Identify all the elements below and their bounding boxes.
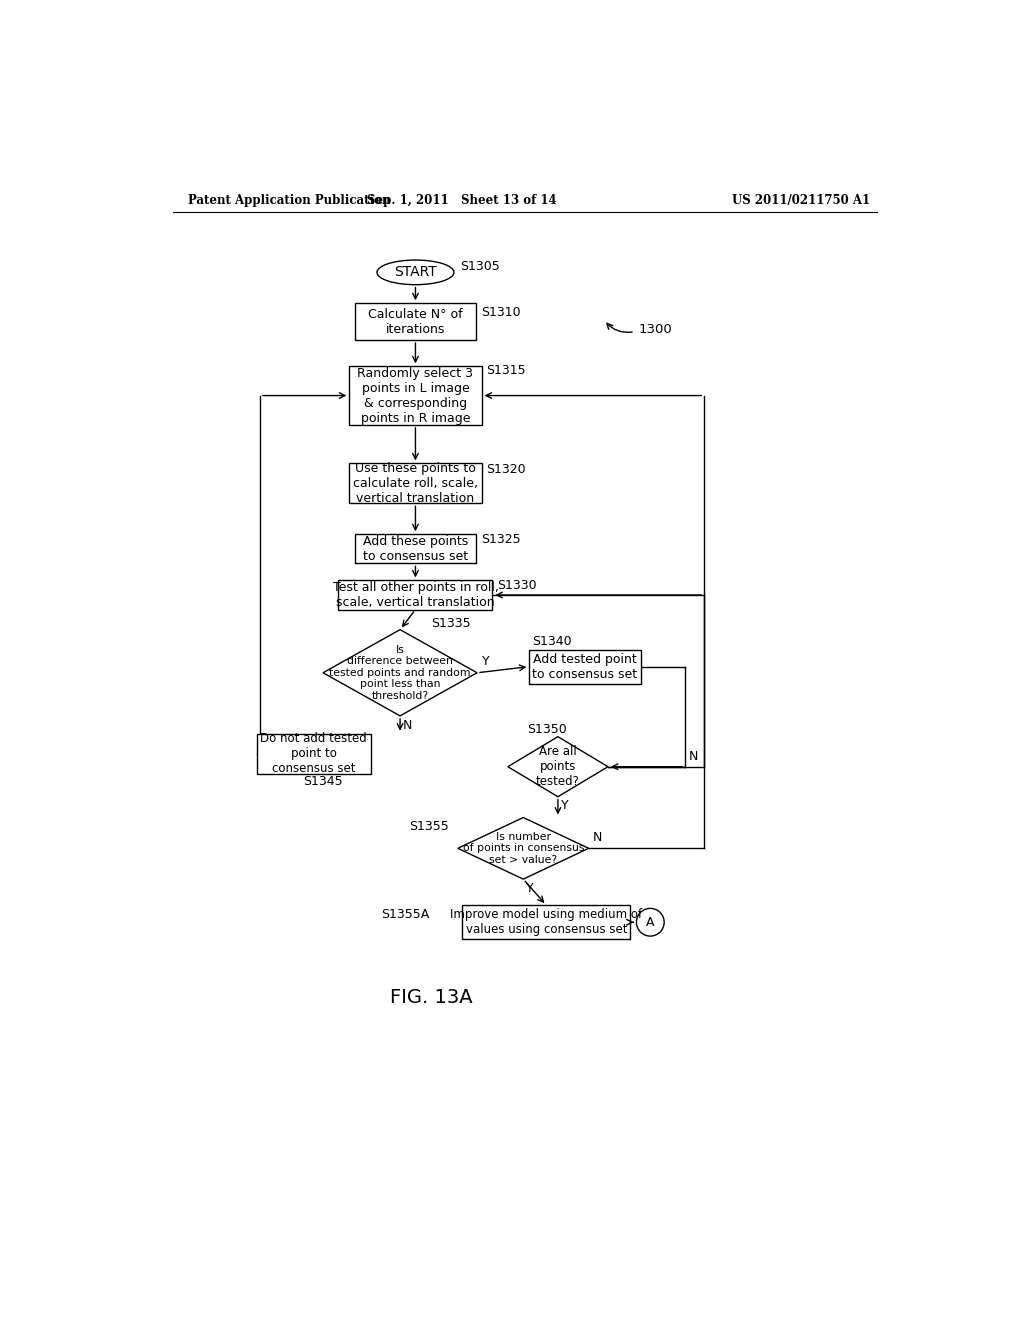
FancyBboxPatch shape (463, 906, 631, 940)
Text: Add tested point
to consensus set: Add tested point to consensus set (532, 652, 637, 681)
Text: Sep. 1, 2011   Sheet 13 of 14: Sep. 1, 2011 Sheet 13 of 14 (367, 194, 556, 207)
Text: Randomly select 3
points in L image
& corresponding
points in R image: Randomly select 3 points in L image & co… (357, 367, 473, 425)
Text: Improve model using medium of
values using consensus set: Improve model using medium of values usi… (451, 908, 642, 936)
Text: A: A (646, 916, 654, 929)
Text: S1320: S1320 (486, 463, 526, 477)
Text: N: N (593, 832, 602, 845)
Text: S1345: S1345 (303, 775, 343, 788)
Text: Is
difference between
tested points and random
point less than
threshold?: Is difference between tested points and … (330, 644, 471, 701)
Text: Do not add tested
point to
consensus set: Do not add tested point to consensus set (260, 733, 368, 775)
FancyBboxPatch shape (349, 367, 481, 425)
Text: Add these points
to consensus set: Add these points to consensus set (362, 535, 468, 562)
Text: S1315: S1315 (486, 364, 526, 378)
Ellipse shape (377, 260, 454, 285)
Text: S1335: S1335 (431, 616, 470, 630)
Text: S1310: S1310 (481, 306, 520, 319)
Polygon shape (508, 737, 608, 797)
Text: Y: Y (526, 882, 534, 895)
Text: Use these points to
calculate roll, scale,
vertical translation: Use these points to calculate roll, scal… (353, 462, 478, 504)
Text: S1355: S1355 (410, 820, 450, 833)
Text: Patent Application Publication: Patent Application Publication (188, 194, 391, 207)
Text: Test all other points in roll,
scale, vertical translation: Test all other points in roll, scale, ve… (333, 581, 499, 609)
Text: Calculate N° of
iterations: Calculate N° of iterations (369, 308, 463, 335)
Text: 1300: 1300 (639, 323, 673, 335)
Text: S1340: S1340 (532, 635, 572, 648)
Text: FIG. 13A: FIG. 13A (389, 989, 472, 1007)
Text: START: START (394, 265, 437, 280)
FancyBboxPatch shape (354, 535, 476, 564)
FancyBboxPatch shape (257, 734, 371, 774)
Text: Y: Y (561, 799, 568, 812)
Polygon shape (323, 630, 477, 715)
Polygon shape (458, 817, 589, 879)
FancyBboxPatch shape (339, 581, 493, 610)
Circle shape (637, 908, 665, 936)
FancyBboxPatch shape (354, 304, 476, 341)
Text: S1305: S1305 (460, 260, 500, 273)
FancyBboxPatch shape (349, 463, 481, 503)
Text: S1330: S1330 (497, 579, 537, 593)
Text: US 2011/0211750 A1: US 2011/0211750 A1 (731, 194, 869, 207)
Text: N: N (689, 750, 698, 763)
Text: S1355A: S1355A (381, 908, 429, 921)
Text: S1350: S1350 (527, 723, 567, 737)
Text: Y: Y (482, 655, 490, 668)
FancyBboxPatch shape (529, 649, 641, 684)
Text: Is number
of points in consensus
set > value?: Is number of points in consensus set > v… (463, 832, 584, 865)
Text: Are all
points
tested?: Are all points tested? (536, 746, 580, 788)
Text: N: N (403, 719, 413, 733)
Text: S1325: S1325 (481, 533, 520, 546)
